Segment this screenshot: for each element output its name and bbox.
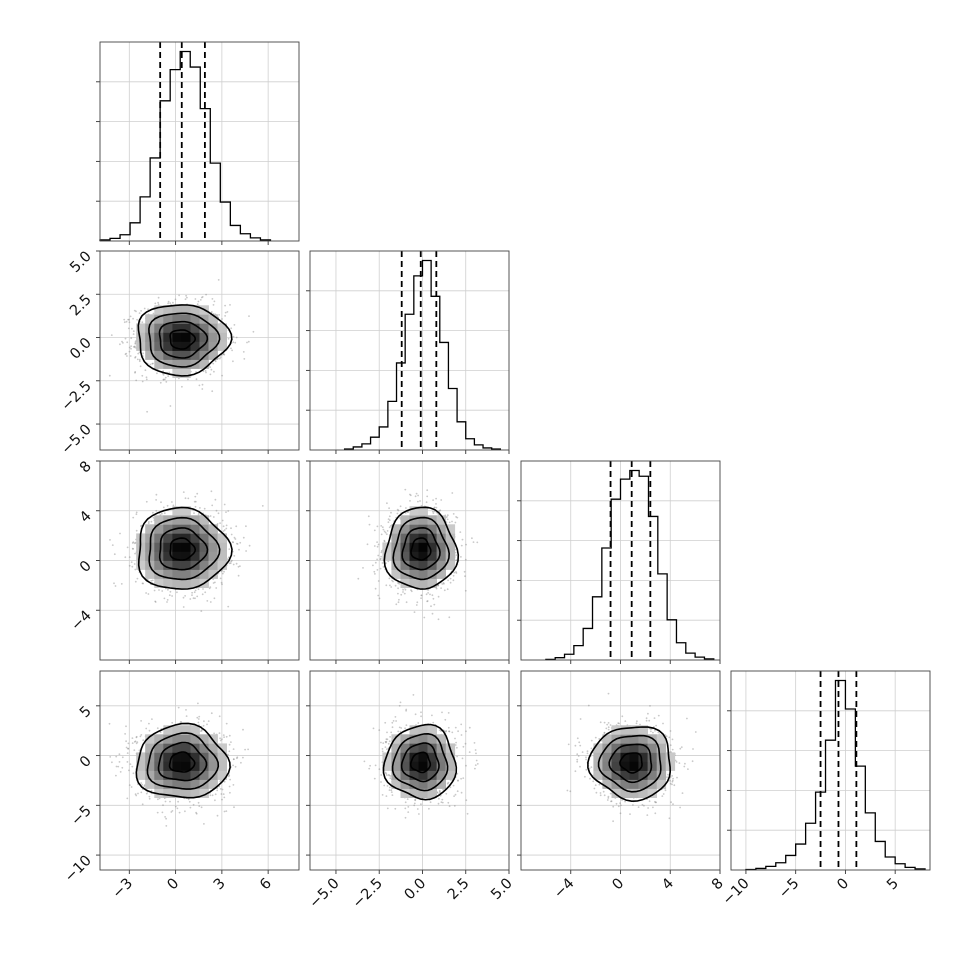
x-tick-label: 0	[609, 876, 627, 894]
contour-level-1	[169, 537, 197, 561]
contour-level-3	[597, 734, 662, 793]
x-tick-label: 0.0	[402, 876, 430, 904]
y-tick-label: 0.0	[67, 335, 95, 363]
axes-frame	[730, 670, 931, 871]
scatter-panel-3-2	[306, 460, 510, 664]
contour-level-2	[401, 526, 441, 571]
histogram-panel-3	[517, 460, 721, 664]
y-tick-label: −4	[68, 608, 94, 634]
y-tick-label: 4	[77, 508, 95, 526]
y-tick-label: −5.0	[59, 422, 95, 458]
x-tick-label: −5.0	[307, 876, 343, 912]
contour-level-4	[383, 506, 460, 590]
y-tick-label: 5	[77, 703, 95, 721]
x-tick-label: 6	[257, 876, 275, 894]
y-tick-label: 5.0	[67, 249, 95, 277]
y-tick-label: −10	[62, 853, 95, 886]
contour-level-4	[135, 722, 231, 799]
x-tick-label: 0	[165, 876, 183, 894]
histogram-step	[745, 679, 926, 871]
contour-level-2	[400, 742, 440, 783]
histogram-panel-2	[306, 250, 510, 454]
axes-frame	[309, 250, 510, 451]
y-tick-label: 0	[77, 558, 95, 576]
axes-frame	[99, 460, 300, 661]
x-tick-label: 0	[834, 876, 852, 894]
axes-frame	[99, 41, 300, 242]
contour-level-1	[169, 329, 197, 350]
contour-level-1	[168, 751, 196, 773]
axes-frame	[99, 670, 300, 871]
axes-frame	[99, 250, 300, 451]
y-tick-label: 2.5	[67, 292, 95, 320]
contour-level-3	[148, 312, 221, 368]
contour-level-2	[608, 743, 653, 784]
x-tick-label: 3	[211, 876, 229, 894]
scatter-panel-4-1	[96, 670, 300, 874]
histogram-panel-1	[96, 41, 300, 245]
x-tick-label: −2.5	[350, 876, 386, 912]
contour-level-3	[148, 516, 221, 581]
contour-level-3	[146, 732, 220, 790]
x-tick-label: 8	[709, 876, 727, 894]
y-tick-label: 8	[77, 459, 95, 477]
contour-level-3	[392, 516, 451, 581]
axes-frame	[520, 670, 721, 871]
contour-level-4	[382, 723, 458, 801]
contour-level-4	[587, 726, 672, 803]
contour-level-4	[137, 506, 233, 590]
contour-level-2	[158, 320, 209, 359]
histogram-panel-4	[727, 670, 931, 874]
contour-level-1	[619, 752, 643, 774]
axes-frame	[309, 670, 510, 871]
scatter-panel-3-1	[96, 460, 300, 664]
histogram-step	[99, 50, 272, 241]
x-tick-label: −5	[776, 876, 802, 902]
y-tick-label: −2.5	[59, 378, 95, 414]
x-tick-label: −10	[720, 876, 753, 909]
scatter-panel-4-2	[306, 670, 510, 874]
contour-level-2	[158, 527, 209, 571]
contour-level-1	[409, 751, 432, 774]
x-tick-label: 4	[659, 876, 677, 894]
x-tick-label: 2.5	[445, 876, 473, 904]
histogram-step	[545, 469, 715, 661]
histogram-step	[343, 259, 501, 450]
y-tick-label: −5	[68, 803, 94, 829]
x-tick-label: −4	[551, 876, 577, 902]
x-tick-label: 5.0	[488, 876, 516, 904]
contour-level-3	[391, 732, 449, 792]
x-tick-label: 5	[884, 876, 902, 894]
contour-level-1	[410, 537, 432, 561]
axes-frame	[520, 460, 721, 661]
scatter-panel-2-1	[96, 250, 300, 454]
axes-frame	[309, 460, 510, 661]
scatter-panel-4-3	[517, 670, 721, 874]
contour-level-4	[137, 304, 233, 377]
contour-level-2	[157, 741, 208, 782]
y-tick-label: 0	[77, 753, 95, 771]
x-tick-label: −3	[110, 876, 136, 902]
